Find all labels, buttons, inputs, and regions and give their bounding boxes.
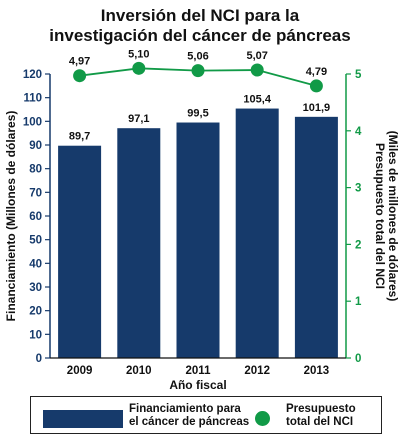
left-axis-tick-label: 110 (23, 93, 42, 105)
left-axis-tick-label: 50 (29, 235, 42, 247)
x-axis-tick-label: 2012 (244, 365, 270, 377)
budget-value-label: 4,79 (306, 66, 327, 78)
chart-title-line-2: investigación del cáncer de páncreas (49, 26, 351, 45)
legend-dot-label: Presupuesto total del NCI (286, 403, 356, 429)
bar-value-label: 89,7 (69, 131, 90, 143)
bar (117, 128, 161, 358)
budget-point (132, 61, 146, 75)
legend-dot-marker (255, 411, 270, 426)
budget-point (309, 79, 323, 93)
chart-title: Inversión del NCI para la investigación … (0, 6, 400, 46)
chart-legend: Financiamiento para el cáncer de páncrea… (30, 396, 382, 434)
left-axis-tick-label: 120 (23, 69, 42, 81)
bar (294, 116, 338, 358)
left-axis-tick-label: 60 (29, 211, 42, 223)
left-axis-tick-label: 90 (29, 140, 42, 152)
x-axis-tick-label: 2013 (304, 365, 330, 377)
legend-bar-label-line-1: Financiamiento para (129, 403, 241, 415)
legend-dot-label-line-1: Presupuesto (286, 403, 356, 415)
budget-value-label: 5,06 (187, 51, 208, 63)
right-axis-title-line-1: Presupuesto total del NCI (373, 143, 387, 289)
chart-plot: 89,797,1 99,5105,4101,9010203040506070809… (4, 48, 400, 392)
bar-value-label: 101,9 (303, 102, 331, 114)
bar (58, 145, 102, 358)
legend-bar-label: Financiamiento para el cáncer de páncrea… (129, 403, 249, 429)
right-axis-tick-label: 4 (355, 126, 362, 138)
chart-title-line-1: Inversión del NCI para la (100, 6, 300, 25)
bar-value-label: 99,5 (187, 108, 208, 120)
budget-value-label: 5,07 (246, 50, 267, 62)
left-axis-tick-label: 20 (29, 306, 42, 318)
left-axis-tick-label: 100 (23, 116, 42, 128)
x-axis-tick-label: 2011 (186, 365, 212, 377)
legend-bar-label-line-2: el cáncer de páncreas (129, 416, 250, 428)
right-axis-tick-label: 0 (355, 353, 361, 365)
left-axis-tick-label: 30 (29, 282, 42, 294)
legend-bar-swatch (43, 410, 123, 428)
budget-value-label: 4,97 (69, 56, 90, 68)
left-axis-title: Financiamiento (Millones de dólares) (4, 111, 18, 322)
left-axis-tick-label: 40 (29, 258, 42, 270)
left-axis-tick-label: 70 (29, 187, 42, 199)
x-axis-tick-label: 2010 (126, 365, 152, 377)
right-axis-tick-label: 2 (355, 239, 361, 251)
x-axis-tick-label: 2009 (67, 365, 93, 377)
right-axis-tick-label: 1 (355, 296, 362, 308)
bar (176, 122, 220, 359)
bar (235, 108, 279, 358)
left-axis-tick-label: 80 (29, 164, 42, 176)
right-axis-tick-label: 5 (355, 69, 362, 81)
bar-value-label: 105,4 (243, 94, 271, 106)
bar-value-label: 97,1 (128, 113, 149, 125)
x-axis-title: Año fiscal (169, 378, 226, 392)
legend-dot-label-line-2: total del NCI (286, 416, 354, 428)
budget-point (191, 64, 205, 78)
left-axis-tick-label: 10 (29, 329, 42, 341)
left-axis-tick-label: 0 (36, 353, 42, 365)
budget-point (73, 69, 87, 83)
right-axis-tick-label: 3 (355, 183, 361, 195)
right-axis-title-line-2: (Miles de millones de dólares) (386, 131, 400, 302)
budget-point (250, 63, 264, 77)
budget-value-label: 5,10 (128, 48, 149, 60)
